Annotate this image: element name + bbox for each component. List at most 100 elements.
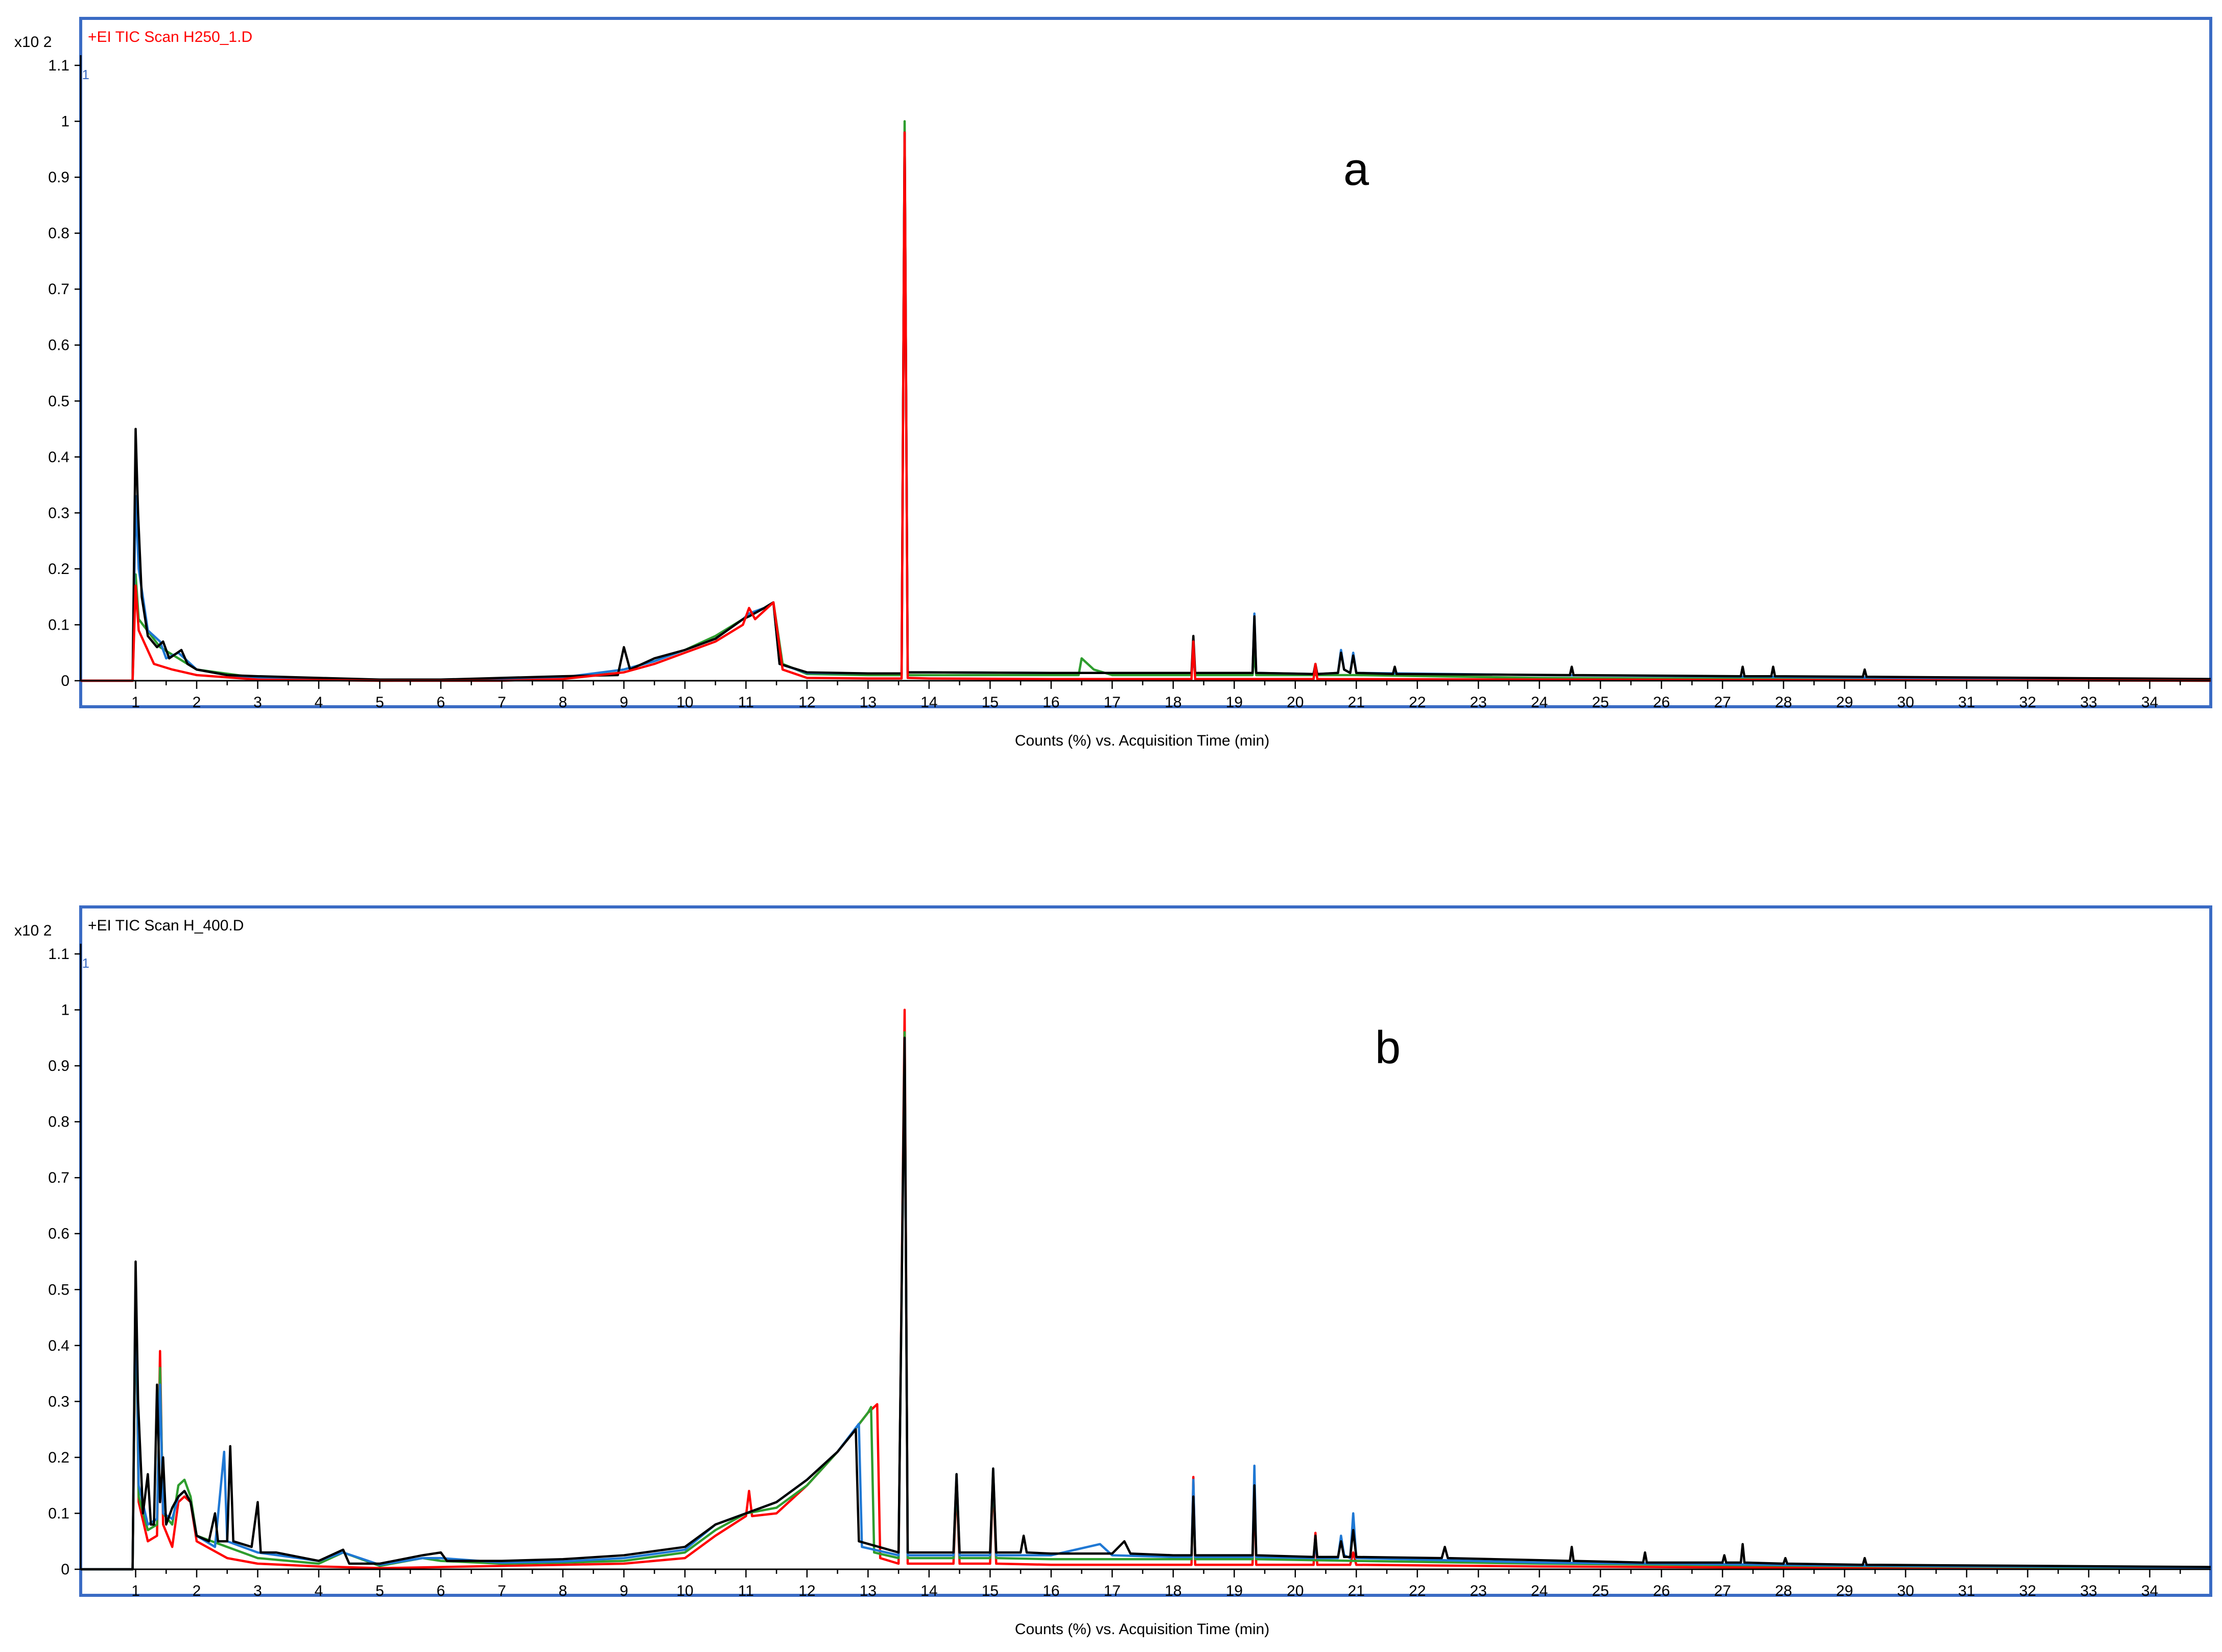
x-tick-label: 32	[2019, 1583, 2036, 1599]
series-line-0	[81, 120, 2211, 682]
y-tick-label: 0.6	[48, 337, 69, 354]
x-tick-label: 26	[1653, 694, 1670, 711]
y-tick-label: 0.2	[48, 561, 69, 578]
x-tick-label: 6	[437, 694, 445, 711]
y-tick-label: 0.9	[48, 169, 69, 186]
x-tick-label: 20	[1287, 694, 1304, 711]
x-tick-label: 27	[1714, 694, 1731, 711]
x-tick-label: 9	[620, 1583, 628, 1599]
x-tick-label: 10	[676, 694, 693, 711]
y-tick-label: 0.2	[48, 1449, 69, 1466]
series-line-2	[81, 131, 2211, 682]
axes-group: 00.10.20.30.40.50.60.70.80.911.11 2 3 4 5 6 7 8…	[48, 55, 2211, 711]
y-tick-label: 0.8	[48, 1114, 69, 1131]
y-scale-label: x10 2	[14, 922, 52, 939]
y-tick-label: 0.1	[48, 1505, 69, 1522]
series-line-1	[81, 1031, 2211, 1571]
x-tick-label: 33	[2080, 1583, 2097, 1599]
x-tick-label: 17	[1104, 1583, 1121, 1599]
trace-header: +EI TIC Scan H_400.D	[88, 917, 244, 934]
y-tick-label: 0.7	[48, 1169, 69, 1186]
x-tick-label: 13	[860, 1583, 877, 1599]
x-tick-label: 12	[798, 1583, 815, 1599]
x-tick-label: 26	[1653, 1583, 1670, 1599]
x-tick-label: 25	[1592, 694, 1609, 711]
x-tick-label: 8	[559, 1583, 568, 1599]
x-tick-label: 16	[1043, 694, 1059, 711]
y-tick-label: 0.3	[48, 505, 69, 521]
x-tick-label: 30	[1897, 1583, 1914, 1599]
x-tick-label: 11	[738, 694, 754, 711]
x-tick-label: 10	[676, 1583, 693, 1599]
y-tick-label: 0.1	[48, 616, 69, 633]
series-line-0	[81, 1009, 2211, 1571]
y-tick-label: 0.7	[48, 281, 69, 298]
x-tick-label: 3	[253, 694, 262, 711]
x-tick-label: 16	[1043, 1583, 1059, 1599]
x-tick-label: 7	[498, 1583, 506, 1599]
series-line-3	[81, 131, 2211, 682]
x-tick-label: 18	[1165, 694, 1181, 711]
x-tick-label: 27	[1714, 1583, 1731, 1599]
x-tick-label: 14	[920, 694, 937, 711]
x-tick-label: 4	[315, 694, 323, 711]
x-axis-label: Counts (%) vs. Acquisition Time (min)	[1015, 732, 1269, 749]
y-tick-label: 0.4	[48, 1337, 69, 1354]
x-tick-label: 14	[920, 1583, 937, 1599]
x-tick-label: 23	[1470, 1583, 1487, 1599]
x-tick-label: 13	[860, 694, 877, 711]
y-tick-label: 0.5	[48, 393, 69, 410]
x-tick-label: 25	[1592, 1583, 1609, 1599]
x-tick-label: 21	[1348, 1583, 1365, 1599]
x-tick-label: 2	[193, 694, 201, 711]
x-tick-label: 30	[1897, 694, 1914, 711]
y-tick-label: 1.1	[48, 57, 69, 74]
x-tick-label: 1	[131, 1583, 140, 1599]
x-tick-label: 29	[1836, 1583, 1853, 1599]
y-tick-label: 0.9	[48, 1058, 69, 1074]
x-tick-label: 19	[1226, 694, 1243, 711]
panel-letter: a	[1343, 144, 1369, 195]
y-scale-label: x10 2	[14, 34, 52, 51]
x-tick-label: 20	[1287, 1583, 1304, 1599]
chromatogram-panel-b: x10 2 +EI TIC Scan H_400.D 1 b Counts (%…	[14, 905, 2212, 1638]
series-line-3	[81, 1037, 2211, 1571]
x-tick-label: 15	[982, 694, 999, 711]
x-tick-label: 17	[1104, 694, 1121, 711]
x-tick-label: 32	[2019, 694, 2036, 711]
y-tick-label: 1	[61, 1002, 69, 1019]
x-tick-label: 29	[1836, 694, 1853, 711]
chromatogram-panel-a: x10 2 +EI TIC Scan H250_1.D 1 a Counts (…	[14, 17, 2212, 749]
x-axis-label: Counts (%) vs. Acquisition Time (min)	[1015, 1621, 1269, 1638]
x-tick-label: 8	[559, 694, 568, 711]
trace-group	[81, 120, 2211, 682]
axes-group: 00.10.20.30.40.50.60.70.80.911.11 2 3 4 5 6 7 8…	[48, 944, 2211, 1599]
x-tick-label: 22	[1409, 694, 1426, 711]
corner-mark: 1	[82, 955, 89, 971]
panel-frame	[79, 905, 2212, 1597]
y-tick-label: 0.4	[48, 449, 69, 466]
x-tick-label: 5	[375, 694, 384, 711]
x-tick-label: 19	[1226, 1583, 1243, 1599]
x-tick-label: 24	[1531, 694, 1548, 711]
series-line-1	[81, 131, 2211, 682]
trace-group	[81, 1009, 2211, 1571]
y-tick-label: 0	[61, 1561, 69, 1578]
x-tick-label: 28	[1775, 694, 1792, 711]
x-tick-label: 5	[375, 1583, 384, 1599]
x-tick-label: 9	[620, 694, 628, 711]
panel-letter: b	[1375, 1022, 1401, 1073]
x-tick-label: 4	[315, 1583, 323, 1599]
y-tick-label: 1.1	[48, 946, 69, 963]
x-tick-label: 1	[131, 694, 140, 711]
x-tick-label: 12	[798, 694, 815, 711]
x-tick-label: 3	[253, 1583, 262, 1599]
x-tick-label: 15	[982, 1583, 999, 1599]
y-tick-label: 1	[61, 113, 69, 130]
x-tick-label: 31	[1958, 1583, 1975, 1599]
y-tick-label: 0.3	[48, 1393, 69, 1410]
x-tick-label: 24	[1531, 1583, 1548, 1599]
x-tick-label: 6	[437, 1583, 445, 1599]
x-tick-label: 33	[2080, 694, 2097, 711]
x-tick-label: 34	[2141, 1583, 2158, 1599]
